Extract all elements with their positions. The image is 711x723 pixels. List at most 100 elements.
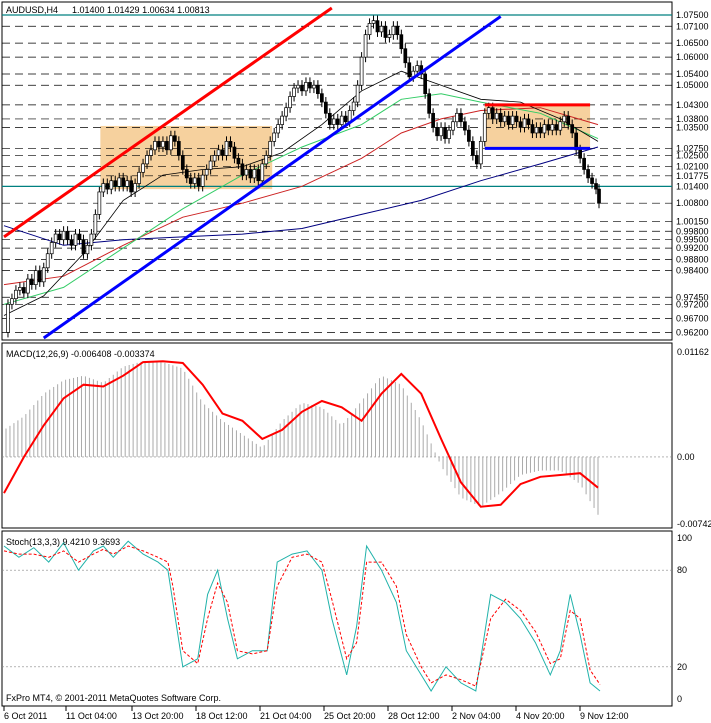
candle-body	[232, 146, 237, 159]
candle-body	[316, 84, 320, 95]
candle-body	[216, 149, 221, 156]
candle-body	[121, 177, 126, 187]
price-level-label: 1.02750	[676, 143, 709, 153]
candle-body	[228, 141, 233, 148]
candle-body	[403, 48, 408, 64]
x-axis-label: 2 Nov 04:00	[452, 711, 501, 721]
candle-body	[538, 127, 543, 134]
candle-body	[343, 115, 348, 123]
candle-body	[510, 115, 515, 125]
candle-body	[474, 155, 479, 165]
candle-body	[387, 34, 392, 38]
price-panel-frame	[1, 1, 673, 341]
candle-body	[29, 278, 34, 285]
candle-body	[173, 135, 177, 142]
macd-axis-label: 0.01162	[677, 347, 709, 357]
candle-body	[61, 230, 66, 241]
candle-body	[25, 278, 30, 294]
price-level-label: 1.00800	[676, 198, 709, 208]
candle-body	[224, 141, 229, 156]
candle-body	[113, 180, 118, 187]
price-level-label: 0.96200	[676, 327, 709, 337]
candle-body	[590, 177, 594, 184]
candle-body	[45, 253, 50, 269]
macd-panel-title: MACD(12,26,9) -0.006408 -0.003374	[6, 349, 155, 359]
candle-body	[320, 93, 324, 103]
candle-body	[375, 20, 380, 33]
stoch-panel: 100 80 20 0	[2, 533, 692, 704]
x-axis-label: 18 Oct 12:00	[196, 711, 248, 721]
candle-body	[359, 56, 364, 86]
candle-body	[41, 267, 46, 283]
price-level-label: 1.01775	[676, 171, 709, 181]
candle-body	[554, 124, 559, 131]
candle-body	[550, 124, 555, 131]
candle-body	[276, 124, 281, 134]
candle-body	[471, 141, 475, 156]
candle-body	[180, 155, 185, 170]
x-axis-label: 11 Oct 04:00	[66, 711, 117, 721]
candle-body	[133, 183, 137, 193]
candle-body	[252, 169, 257, 179]
candle-body	[161, 141, 165, 148]
candle-body	[284, 107, 288, 117]
candle-body	[33, 270, 38, 285]
candle-body	[395, 25, 400, 36]
candle-body	[149, 149, 153, 156]
candle-body	[371, 20, 376, 24]
candle-body	[463, 121, 467, 131]
candle-body	[391, 25, 396, 36]
candle-body	[578, 149, 582, 159]
candle-body	[383, 25, 388, 38]
macd-panel: 0.01162 0.00 -0.00742	[2, 347, 711, 529]
macd-axis-label: -0.00742	[677, 519, 711, 529]
candle-body	[165, 141, 169, 151]
price-level-label: 0.98800	[676, 254, 709, 264]
candle-body	[586, 169, 590, 179]
price-level-label: 1.03800	[676, 114, 709, 124]
candle-body	[169, 135, 173, 151]
candle-body	[157, 141, 161, 148]
price-level-label: 1.06000	[676, 52, 709, 62]
price-level-label: 0.98400	[676, 266, 709, 276]
candle-body	[73, 233, 78, 246]
candle-body	[184, 169, 189, 179]
moving-average-black	[3, 70, 599, 316]
price-level-label: 1.01400	[676, 181, 709, 191]
candle-body	[57, 233, 62, 241]
candle-body	[415, 65, 420, 72]
candle-body	[77, 233, 82, 241]
candle-body	[304, 82, 308, 92]
candle-body	[459, 112, 463, 123]
x-axis: 6 Oct 2011 11 Oct 04:00 13 Oct 20:00 18 Oct…	[3, 706, 629, 721]
candle-body	[514, 115, 519, 123]
candle-body	[176, 141, 181, 156]
price-level-label: 1.05400	[676, 69, 709, 79]
candle-body	[288, 96, 292, 109]
candle-body	[439, 127, 443, 137]
price-level-label: 0.97450	[676, 292, 709, 302]
stoch-signal-line	[3, 545, 601, 687]
candle-body	[105, 183, 110, 190]
candle-body	[570, 124, 575, 134]
candle-body	[268, 141, 273, 156]
candle-body	[292, 87, 296, 97]
macd-axis-label: 0.00	[677, 452, 695, 462]
candle-body	[327, 112, 332, 125]
price-level-label: 1.00150	[676, 216, 709, 226]
price-level-label: 0.99800	[676, 226, 709, 236]
stoch-axis-label: 20	[677, 662, 687, 672]
candle-body	[260, 163, 265, 182]
candle-body	[97, 191, 102, 215]
macd-signal-line	[3, 360, 599, 508]
price-level-label: 1.03500	[676, 122, 709, 132]
price-level-label: 0.96700	[676, 313, 709, 323]
candle-body	[244, 169, 249, 176]
candle-body	[192, 177, 197, 184]
candle-body	[81, 239, 86, 255]
candle-body	[14, 289, 18, 300]
candle-body	[141, 163, 145, 173]
candle-body	[49, 242, 54, 255]
candle-body	[129, 180, 133, 193]
